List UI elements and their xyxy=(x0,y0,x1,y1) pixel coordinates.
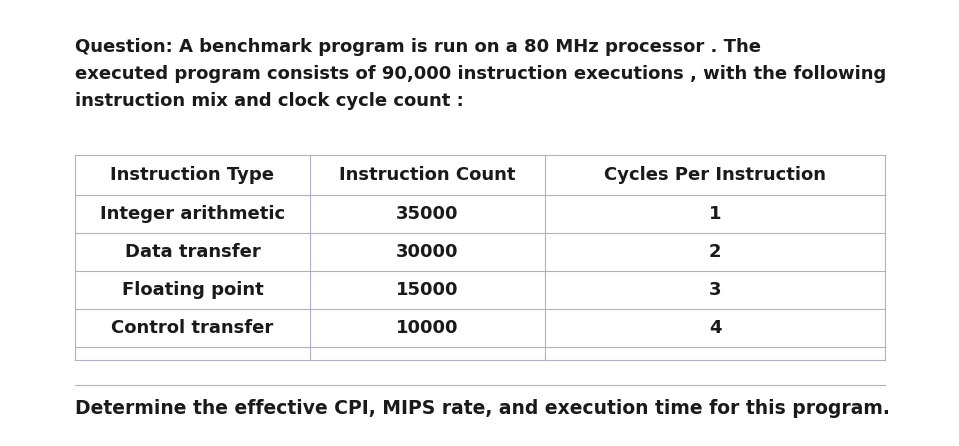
Text: Cycles Per Instruction: Cycles Per Instruction xyxy=(604,166,826,184)
Text: instruction mix and clock cycle count :: instruction mix and clock cycle count : xyxy=(75,92,464,110)
Text: Control transfer: Control transfer xyxy=(111,319,273,337)
Text: Instruction Type: Instruction Type xyxy=(110,166,274,184)
Text: Determine the effective CPI, MIPS rate, and execution time for this program.: Determine the effective CPI, MIPS rate, … xyxy=(75,399,890,418)
Text: Data transfer: Data transfer xyxy=(125,243,261,261)
Text: executed program consists of 90,000 instruction executions , with the following: executed program consists of 90,000 inst… xyxy=(75,65,886,83)
Text: 2: 2 xyxy=(709,243,721,261)
Text: 10000: 10000 xyxy=(396,319,458,337)
Text: 15000: 15000 xyxy=(396,281,458,299)
Text: Instruction Count: Instruction Count xyxy=(339,166,516,184)
Text: 35000: 35000 xyxy=(396,205,458,223)
Text: Question: A benchmark program is run on a 80 MHz processor . The: Question: A benchmark program is run on … xyxy=(75,38,761,56)
Text: Floating point: Floating point xyxy=(122,281,264,299)
Text: 30000: 30000 xyxy=(396,243,458,261)
Text: Integer arithmetic: Integer arithmetic xyxy=(100,205,285,223)
Text: 4: 4 xyxy=(709,319,721,337)
Text: 1: 1 xyxy=(709,205,721,223)
Text: 3: 3 xyxy=(709,281,721,299)
